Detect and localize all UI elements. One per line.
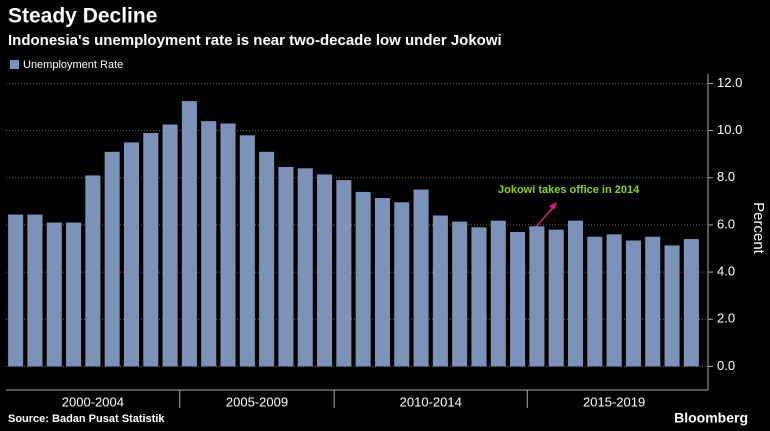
legend-label: Unemployment Rate bbox=[23, 59, 123, 71]
bar bbox=[181, 101, 197, 367]
annotation-arrowhead bbox=[549, 202, 557, 210]
bar bbox=[587, 236, 603, 367]
bar bbox=[452, 221, 468, 367]
bar bbox=[413, 189, 429, 367]
y-tick-label: 6.0 bbox=[717, 216, 735, 231]
bar bbox=[162, 124, 178, 367]
bar bbox=[297, 168, 313, 367]
bar bbox=[432, 215, 448, 367]
bar bbox=[567, 220, 584, 367]
y-tick-label: 4.0 bbox=[717, 264, 735, 279]
bar bbox=[645, 236, 661, 367]
x-group-label: 2015-2019 bbox=[583, 394, 645, 409]
bar bbox=[510, 232, 526, 367]
bar bbox=[66, 222, 82, 367]
source: Source: Badan Pusat Statistik bbox=[8, 413, 165, 425]
bar bbox=[625, 240, 641, 367]
bar bbox=[529, 226, 545, 367]
x-group-label: 2005-2009 bbox=[226, 394, 288, 409]
y-tick-label: 8.0 bbox=[717, 169, 735, 184]
bar bbox=[317, 174, 333, 367]
chart-title: Steady Decline bbox=[8, 5, 157, 28]
bar bbox=[606, 234, 622, 367]
y-axis-label: Percent bbox=[750, 202, 767, 255]
bar bbox=[239, 135, 255, 367]
bar bbox=[46, 222, 62, 367]
y-tick-label: 10.0 bbox=[717, 122, 742, 137]
bar bbox=[143, 132, 159, 367]
bar bbox=[201, 121, 217, 367]
x-group-label: 2010-2014 bbox=[400, 394, 462, 409]
bar bbox=[27, 214, 43, 367]
y-tick-label: 12.0 bbox=[717, 75, 742, 90]
bar bbox=[394, 202, 410, 367]
y-tick-label: 0.0 bbox=[717, 358, 735, 373]
bar bbox=[123, 142, 140, 367]
annotation: Jokowi takes office in 2014 bbox=[498, 184, 640, 196]
bar bbox=[220, 123, 236, 367]
bar bbox=[374, 198, 390, 367]
bar bbox=[355, 191, 371, 367]
brand: Bloomberg bbox=[674, 410, 748, 426]
bar bbox=[8, 214, 24, 367]
bar bbox=[490, 220, 506, 367]
bar bbox=[278, 166, 294, 367]
annotation-arrow bbox=[534, 204, 556, 229]
chart-subtitle: Indonesia's unemployment rate is near tw… bbox=[8, 32, 502, 49]
x-group-label: 2000-2004 bbox=[62, 394, 124, 409]
bar bbox=[85, 175, 101, 367]
bar bbox=[259, 151, 275, 367]
bar bbox=[548, 229, 564, 367]
bar bbox=[336, 180, 352, 367]
bar bbox=[104, 151, 120, 367]
bar bbox=[664, 245, 680, 367]
y-tick-label: 2.0 bbox=[717, 311, 735, 326]
bar bbox=[683, 239, 699, 367]
bar bbox=[471, 227, 487, 367]
legend-swatch bbox=[10, 60, 19, 69]
